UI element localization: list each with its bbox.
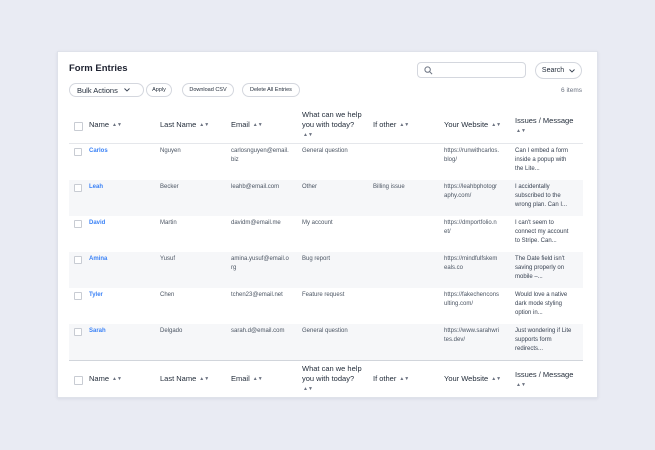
items-count: 6 items bbox=[561, 87, 582, 94]
sort-icon: ▲▼ bbox=[491, 122, 502, 128]
table-row[interactable]: Amina Yusuf amina.yusuf@email.o rg Bug repor… bbox=[69, 252, 583, 288]
row-checkbox[interactable] bbox=[74, 220, 82, 228]
col-help[interactable]: What can we help you with today? ▲▼ bbox=[302, 364, 362, 392]
page-title: Form Entries bbox=[69, 63, 128, 74]
row-last-name: Martin bbox=[160, 220, 177, 226]
col-website[interactable]: Your Website ▲▼ bbox=[444, 374, 502, 383]
row-help-topic: Other bbox=[302, 184, 318, 190]
col-last-name[interactable]: Last Name ▲▼ bbox=[160, 120, 210, 129]
download-csv-button[interactable]: Download CSV bbox=[182, 83, 234, 97]
col-last-name[interactable]: Last Name ▲▼ bbox=[160, 374, 210, 383]
table-row[interactable]: Tyler Chen tchen23@email.net Feature reques… bbox=[69, 288, 583, 324]
table-row[interactable]: Leah Becker leahb@email.com Other Billing is… bbox=[69, 180, 583, 216]
row-last-name: Delgado bbox=[160, 328, 183, 334]
delete-all-entries-button[interactable]: Delete All Entries bbox=[242, 83, 300, 97]
search-icon bbox=[424, 66, 433, 75]
row-if-other: Billing issue bbox=[373, 184, 405, 190]
col-help[interactable]: What can we help you with today? ▲▼ bbox=[302, 110, 362, 138]
row-message: Can I embed a form inside a popup with the… bbox=[515, 148, 569, 172]
row-email: tchen23@email.net bbox=[231, 292, 283, 298]
sort-icon: ▲▼ bbox=[399, 376, 410, 382]
col-if-other[interactable]: If other ▲▼ bbox=[373, 120, 410, 129]
row-name[interactable]: David bbox=[89, 220, 106, 226]
row-checkbox[interactable] bbox=[74, 184, 82, 192]
entries-table: Name ▲▼ Last Name ▲▼ Email ▲▼ What can we h… bbox=[69, 107, 583, 397]
row-last-name: Becker bbox=[160, 184, 179, 190]
row-website: https://runwithcarlos. blog/ bbox=[444, 148, 500, 163]
row-help-topic: Bug report bbox=[302, 256, 331, 262]
bulk-actions-select[interactable]: Bulk Actions bbox=[69, 83, 144, 97]
row-message: The Date field isn't saving properly on mo… bbox=[515, 256, 565, 280]
table-footer: Name ▲▼ Last Name ▲▼ Email ▲▼ What can we h… bbox=[69, 360, 583, 397]
sort-icon: ▲▼ bbox=[399, 122, 410, 128]
chevron-down-icon bbox=[124, 88, 130, 92]
row-name[interactable]: Tyler bbox=[89, 292, 103, 298]
bulk-actions-label: Bulk Actions bbox=[77, 85, 118, 95]
sort-icon: ▲▼ bbox=[303, 132, 313, 138]
select-all-checkbox[interactable] bbox=[74, 376, 83, 385]
sort-icon: ▲▼ bbox=[252, 122, 263, 128]
row-help-topic: Feature request bbox=[302, 292, 345, 298]
row-checkbox[interactable] bbox=[74, 148, 82, 156]
row-name[interactable]: Amina bbox=[89, 256, 108, 262]
table-row[interactable]: Carlos Nguyen carlosnguyen@email. biz Genera… bbox=[69, 144, 583, 180]
form-entries-card: Form Entries Search Bulk Actions Apply D… bbox=[57, 51, 598, 398]
row-checkbox[interactable] bbox=[74, 328, 82, 336]
col-website[interactable]: Your Website ▲▼ bbox=[444, 120, 502, 129]
col-email[interactable]: Email ▲▼ bbox=[231, 120, 263, 129]
row-website: https://dmportfolio.n et/ bbox=[444, 220, 497, 235]
sort-icon: ▲▼ bbox=[199, 122, 210, 128]
row-last-name: Chen bbox=[160, 292, 175, 298]
sort-icon: ▲▼ bbox=[199, 376, 210, 382]
row-website: https://leahbphotogr aphy.com/ bbox=[444, 184, 498, 199]
search-button-label: Search bbox=[541, 67, 565, 74]
col-name[interactable]: Name ▲▼ bbox=[89, 120, 122, 129]
col-if-other[interactable]: If other ▲▼ bbox=[373, 374, 410, 383]
row-message: Just wondering if Lite supports form redir… bbox=[515, 328, 572, 352]
row-email: sarah.d@email.com bbox=[231, 328, 285, 334]
sort-icon: ▲▼ bbox=[516, 382, 526, 388]
col-email[interactable]: Email ▲▼ bbox=[231, 374, 263, 383]
col-issues[interactable]: Issues / Message ▲▼ bbox=[515, 370, 574, 388]
sort-icon: ▲▼ bbox=[491, 376, 502, 382]
table-header: Name ▲▼ Last Name ▲▼ Email ▲▼ What can we h… bbox=[69, 107, 583, 144]
row-message: I accidentally subscribed to the wrong pla… bbox=[515, 184, 568, 208]
row-last-name: Nguyen bbox=[160, 148, 181, 154]
chevron-down-icon bbox=[569, 68, 575, 73]
row-email: amina.yusuf@email.o rg bbox=[231, 256, 289, 271]
search-field[interactable] bbox=[417, 62, 526, 78]
sort-icon: ▲▼ bbox=[112, 122, 122, 128]
row-last-name: Yusuf bbox=[160, 256, 176, 262]
row-message: I can't seem to connect my account to Stri… bbox=[515, 220, 569, 244]
search-button[interactable]: Search bbox=[535, 62, 582, 79]
row-checkbox[interactable] bbox=[74, 256, 82, 264]
table-row[interactable]: David Martin davidm@email.me My account http… bbox=[69, 216, 583, 252]
sort-icon: ▲▼ bbox=[303, 386, 313, 392]
row-email: leahb@email.com bbox=[231, 184, 280, 190]
row-help-topic: General question bbox=[302, 148, 348, 154]
row-name[interactable]: Sarah bbox=[89, 328, 106, 334]
apply-button[interactable]: Apply bbox=[146, 83, 172, 97]
row-email: carlosnguyen@email. biz bbox=[231, 148, 289, 163]
row-name[interactable]: Carlos bbox=[89, 148, 108, 154]
row-website: https://www.sarahwri tes.dev/ bbox=[444, 328, 500, 343]
row-name[interactable]: Leah bbox=[89, 184, 104, 190]
select-all-checkbox[interactable] bbox=[74, 122, 83, 131]
sort-icon: ▲▼ bbox=[252, 376, 263, 382]
row-website: https://mindfulfskem eals.co bbox=[444, 256, 498, 271]
sort-icon: ▲▼ bbox=[516, 128, 526, 134]
row-email: davidm@email.me bbox=[231, 220, 281, 226]
col-name[interactable]: Name ▲▼ bbox=[89, 374, 122, 383]
row-help-topic: My account bbox=[302, 220, 333, 226]
sort-icon: ▲▼ bbox=[112, 376, 122, 382]
col-issues[interactable]: Issues / Message ▲▼ bbox=[515, 116, 574, 134]
search-input[interactable] bbox=[436, 64, 526, 78]
row-website: https://fakechencons ulting.com/ bbox=[444, 292, 500, 307]
table-row[interactable]: Sarah Delgado sarah.d@email.com General que… bbox=[69, 324, 583, 360]
row-checkbox[interactable] bbox=[74, 292, 82, 300]
row-message: Would love a native dark mode styling opti… bbox=[515, 292, 568, 316]
row-help-topic: General question bbox=[302, 328, 348, 334]
